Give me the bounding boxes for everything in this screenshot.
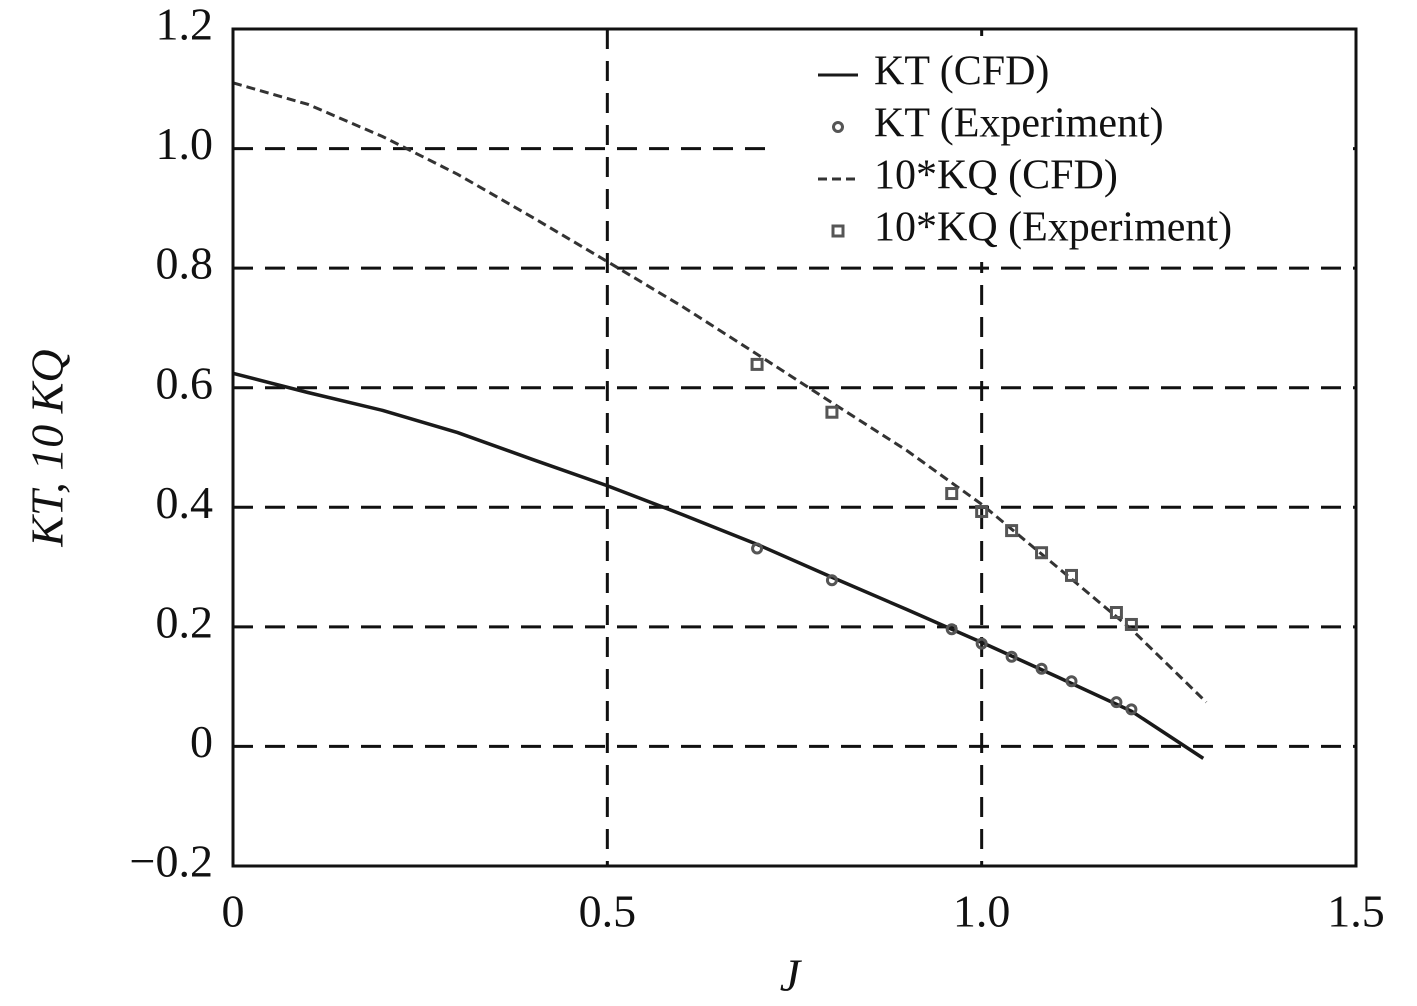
data-point xyxy=(1035,546,1049,560)
data-point xyxy=(975,504,989,518)
data-point xyxy=(825,405,839,419)
y-tick-label: 0.6 xyxy=(156,357,214,408)
data-point xyxy=(751,542,764,555)
data-point xyxy=(1109,606,1123,620)
data-point xyxy=(1110,696,1123,709)
y-tick-label: 0.2 xyxy=(156,596,214,647)
legend-label: 10*KQ (Experiment) xyxy=(874,205,1232,251)
legend-label: KT (Experiment) xyxy=(874,101,1164,147)
x-tick-label: 1.5 xyxy=(1327,886,1385,937)
data-point xyxy=(945,623,958,636)
x-tick-label: 1.0 xyxy=(953,886,1011,937)
data-point xyxy=(1125,703,1138,716)
y-tick-label: 0.8 xyxy=(156,238,214,289)
legend-label: KT (CFD) xyxy=(874,49,1049,95)
data-point xyxy=(825,574,838,587)
data-point xyxy=(750,357,764,371)
data-point xyxy=(1065,568,1079,582)
y-tick-label: 0 xyxy=(190,716,213,767)
data-point xyxy=(975,637,988,650)
x-tick-label: 0 xyxy=(222,886,245,937)
x-axis-label: J xyxy=(780,950,803,1001)
legend-label: 10*KQ (CFD) xyxy=(874,153,1118,199)
data-point xyxy=(1065,675,1078,688)
data-point xyxy=(1035,662,1048,675)
y-tick-label: 0.4 xyxy=(156,477,214,528)
legend-background xyxy=(775,36,1353,262)
y-tick-label: −0.2 xyxy=(130,836,213,887)
plot-frame xyxy=(231,27,1358,868)
y-tick-label: 1.0 xyxy=(156,118,214,169)
data-point xyxy=(1005,650,1018,663)
data-point xyxy=(1124,617,1138,631)
data-point xyxy=(1005,524,1019,538)
legend-swatch xyxy=(832,121,844,133)
data-line xyxy=(232,81,1208,704)
y-tick-label: 1.2 xyxy=(156,0,214,50)
data-point xyxy=(945,487,959,501)
x-tick-label: 0.5 xyxy=(579,886,637,937)
legend-swatch xyxy=(831,224,845,238)
y-axis-label: KT, 10 KQ xyxy=(22,349,73,547)
